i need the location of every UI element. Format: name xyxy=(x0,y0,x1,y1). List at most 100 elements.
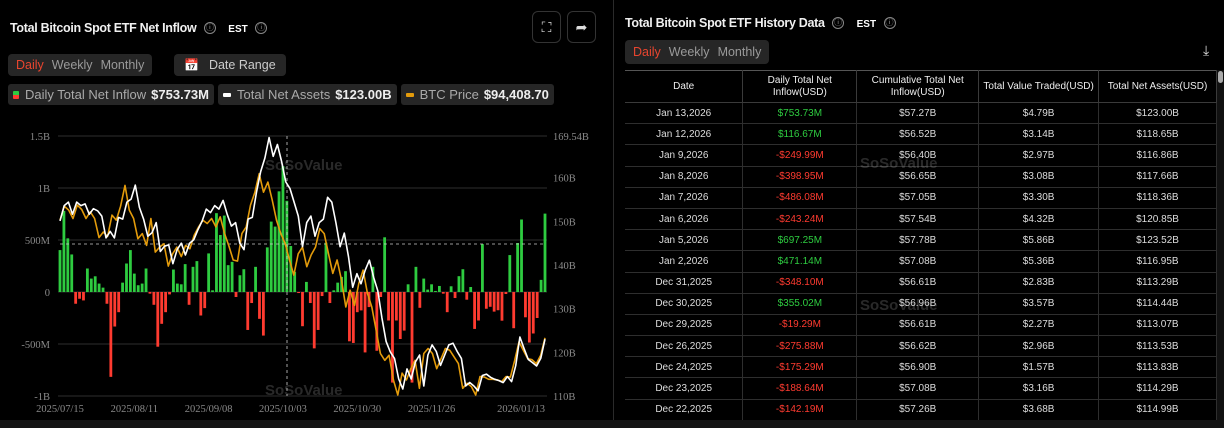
inflow-bar[interactable] xyxy=(144,268,148,292)
scrollbar-thumb[interactable] xyxy=(1218,71,1223,83)
inflow-bar[interactable] xyxy=(402,292,406,331)
inflow-bar[interactable] xyxy=(160,292,164,324)
inflow-bar[interactable] xyxy=(484,292,488,309)
inflow-bar[interactable] xyxy=(414,266,418,292)
inflow-bar[interactable] xyxy=(445,292,449,313)
inflow-bar[interactable] xyxy=(129,250,132,292)
inflow-bar[interactable] xyxy=(328,292,332,304)
inflow-bar[interactable] xyxy=(527,292,531,343)
inflow-bar[interactable] xyxy=(230,261,234,292)
table-row[interactable]: Jan 7,2026 -$486.08M $57.05B $3.30B $118.36B xyxy=(625,186,1217,209)
tab-daily[interactable]: Daily xyxy=(16,58,44,72)
inflow-bar[interactable] xyxy=(289,246,293,292)
inflow-bar[interactable] xyxy=(117,292,121,313)
inflow-bar[interactable] xyxy=(78,292,81,299)
inflow-bar[interactable] xyxy=(74,292,78,304)
inflow-bar[interactable] xyxy=(457,276,461,292)
inflow-bar[interactable] xyxy=(410,292,414,383)
inflow-bar[interactable] xyxy=(66,238,70,292)
inflow-bar[interactable] xyxy=(172,269,175,292)
info-icon[interactable]: ⓘ xyxy=(883,16,896,29)
tab-monthly[interactable]: Monthly xyxy=(100,58,145,72)
inflow-bar[interactable] xyxy=(269,221,273,292)
inflow-bar[interactable] xyxy=(281,166,285,292)
inflow-bar[interactable] xyxy=(406,284,410,292)
table-row[interactable]: Dec 26,2025 -$275.88M $56.62B $2.96B $113.53… xyxy=(625,335,1217,358)
inflow-bar[interactable] xyxy=(97,283,101,292)
inflow-bar[interactable] xyxy=(222,215,226,292)
table-row[interactable]: Dec 31,2025 -$348.10M $56.61B $2.83B $113.29… xyxy=(625,271,1217,294)
inflow-bar[interactable] xyxy=(391,292,394,383)
inflow-bar[interactable] xyxy=(504,292,508,295)
table-row[interactable]: Dec 29,2025 -$19.29M $56.61B $2.27B $113.07B xyxy=(625,313,1217,337)
inflow-bar[interactable] xyxy=(496,292,500,311)
legend-net-assets[interactable]: Total Net Assets $123.00B xyxy=(217,84,397,105)
inflow-bar[interactable] xyxy=(461,269,465,292)
table-scrollbar[interactable] xyxy=(1217,70,1224,420)
inflow-bar[interactable] xyxy=(140,283,144,292)
table-row[interactable]: Dec 23,2025 -$188.64M $57.08B $3.16B $114.29… xyxy=(625,377,1217,400)
table-row[interactable]: Dec 24,2025 -$175.29M $56.90B $1.57B $113.83… xyxy=(625,356,1217,379)
inflow-bar[interactable] xyxy=(508,255,512,292)
inflow-bar[interactable] xyxy=(398,292,402,340)
inflow-bar[interactable] xyxy=(89,278,93,292)
inflow-bar[interactable] xyxy=(437,285,441,292)
inflow-bar[interactable] xyxy=(332,290,336,292)
inflow-bar[interactable] xyxy=(531,292,535,334)
inflow-bar[interactable] xyxy=(520,219,523,292)
inflow-bar[interactable] xyxy=(312,292,316,349)
table-row[interactable]: Jan 8,2026 -$398.95M $56.65B $3.08B $117.66B xyxy=(625,165,1217,188)
table-row[interactable]: Jan 2,2026 $471.14M $57.08B $5.36B $116.95B xyxy=(625,250,1217,273)
tab-monthly[interactable]: Monthly xyxy=(717,45,762,59)
inflow-bar[interactable] xyxy=(293,271,297,292)
inflow-bar[interactable] xyxy=(265,247,269,292)
inflow-bar[interactable] xyxy=(371,266,375,292)
inflow-bar[interactable] xyxy=(277,191,281,292)
inflow-bar[interactable] xyxy=(164,292,168,313)
inflow-bar[interactable] xyxy=(481,244,484,292)
inflow-bar[interactable] xyxy=(453,292,457,299)
inflow-bar[interactable] xyxy=(238,275,242,292)
inflow-bar[interactable] xyxy=(500,292,504,321)
share-button[interactable]: ➦ xyxy=(567,11,596,43)
inflow-bar[interactable] xyxy=(418,292,422,308)
inflow-bar[interactable] xyxy=(387,292,390,321)
inflow-bar[interactable] xyxy=(465,292,469,300)
table-row[interactable]: Dec 30,2025 $355.02M $56.96B $3.57B $114.44B xyxy=(625,292,1217,315)
inflow-bar[interactable] xyxy=(148,292,152,294)
inflow-bar[interactable] xyxy=(383,237,387,292)
inflow-bar[interactable] xyxy=(434,290,437,292)
table-row[interactable]: Jan 9,2026 -$249.99M $56.40B $2.97B $116.86B xyxy=(625,144,1217,167)
inflow-bar[interactable] xyxy=(320,292,324,297)
tab-weekly[interactable]: Weekly xyxy=(668,45,710,59)
inflow-bar[interactable] xyxy=(93,276,97,292)
table-row[interactable]: Dec 22,2025 -$142.19M $57.26B $3.68B $114.99… xyxy=(625,398,1217,421)
inflow-bar[interactable] xyxy=(359,292,363,311)
inflow-bar[interactable] xyxy=(132,273,136,292)
legend-net-inflow[interactable]: Daily Total Net Inflow $753.73M xyxy=(8,84,214,105)
inflow-bar[interactable] xyxy=(308,292,312,304)
inflow-bar[interactable] xyxy=(430,284,433,292)
inflow-bar[interactable] xyxy=(375,292,379,351)
inflow-bar[interactable] xyxy=(191,266,195,292)
inflow-bar[interactable] xyxy=(156,292,160,347)
inflow-bar[interactable] xyxy=(336,282,340,292)
inflow-bar[interactable] xyxy=(125,263,128,292)
inflow-bar[interactable] xyxy=(348,292,351,342)
table-row[interactable]: Jan 6,2026 -$243.24M $57.54B $4.32B $120.85B xyxy=(625,207,1217,231)
inflow-bar[interactable] xyxy=(246,292,250,330)
fullscreen-button[interactable]: ⛶ xyxy=(532,11,561,43)
inflow-bar[interactable] xyxy=(195,261,199,292)
tab-daily[interactable]: Daily xyxy=(633,45,661,59)
inflow-bar[interactable] xyxy=(85,268,89,292)
inflow-bar[interactable] xyxy=(254,266,257,292)
inflow-bar[interactable] xyxy=(207,253,211,292)
inflow-bar[interactable] xyxy=(175,283,179,292)
inflow-bar[interactable] xyxy=(488,292,492,307)
legend-btc-price[interactable]: BTC Price $94,408.70 xyxy=(400,84,554,105)
inflow-bar[interactable] xyxy=(258,292,261,319)
inflow-bar[interactable] xyxy=(305,281,308,292)
date-range-button[interactable]: 📅 Date Range xyxy=(174,54,286,76)
inflow-bar[interactable] xyxy=(301,292,304,327)
inflow-bar[interactable] xyxy=(62,210,66,292)
